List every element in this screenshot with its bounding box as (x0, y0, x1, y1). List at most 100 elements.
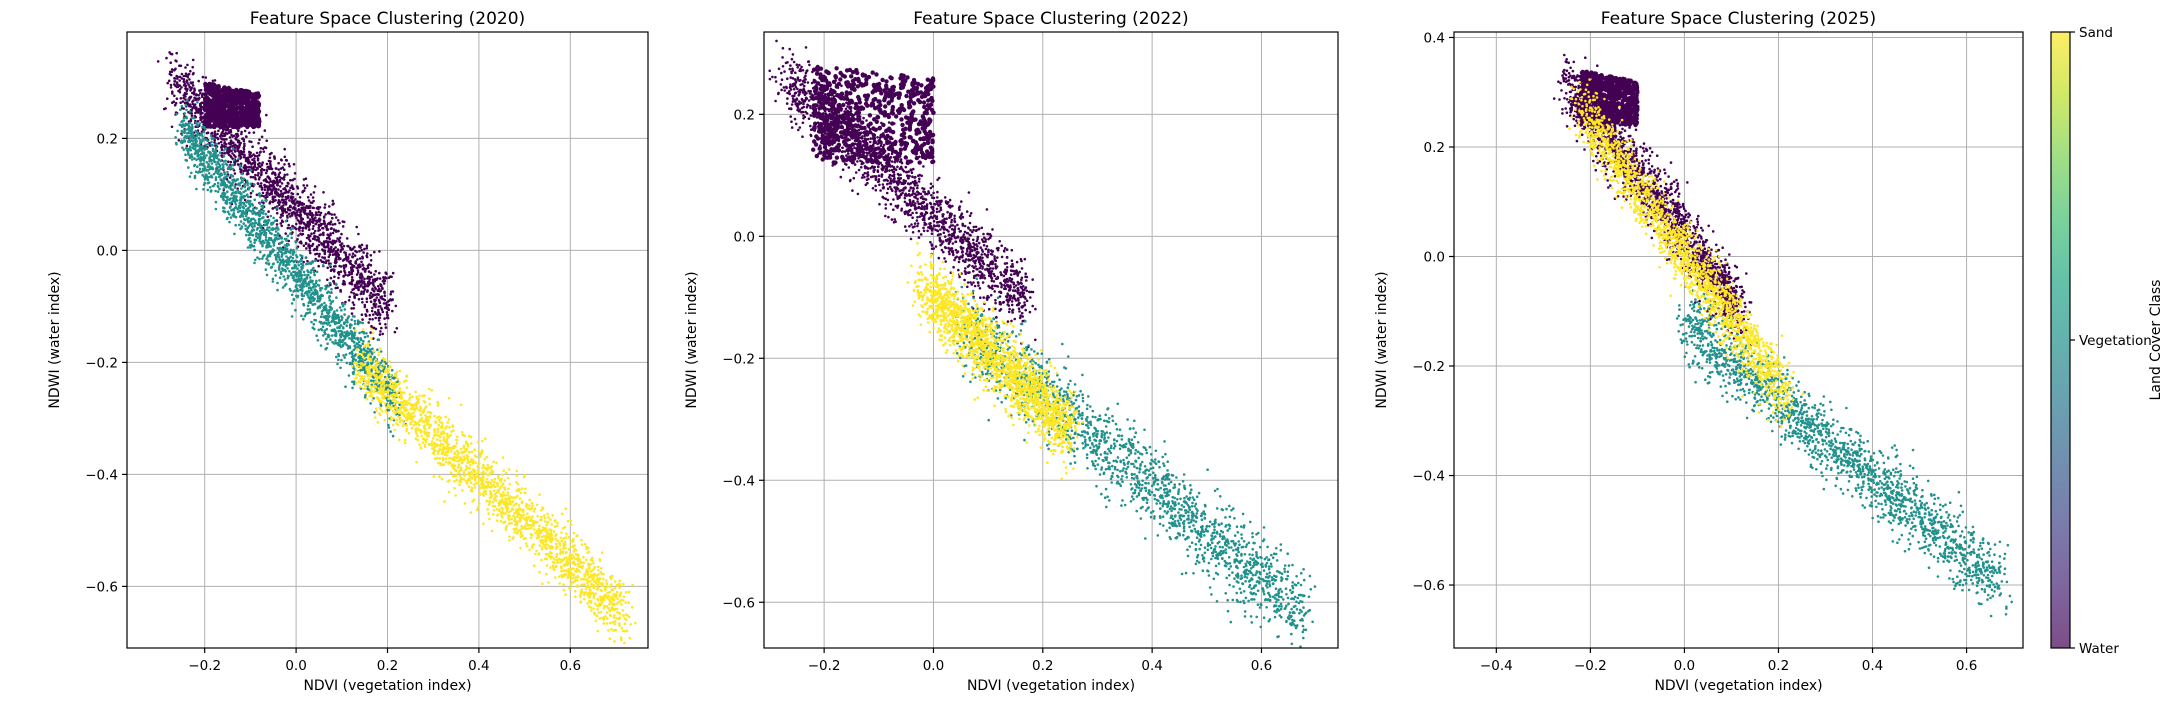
point (260, 168, 263, 172)
point (210, 137, 214, 140)
point (361, 257, 365, 260)
point (262, 195, 266, 198)
point (370, 389, 374, 393)
point (261, 147, 265, 150)
point (337, 253, 341, 257)
point (169, 83, 173, 87)
point (250, 116, 255, 121)
point (190, 171, 193, 175)
point (196, 111, 200, 114)
point (385, 406, 389, 409)
point (329, 263, 332, 267)
point (227, 160, 230, 163)
point (226, 170, 229, 174)
point (182, 116, 186, 120)
point (373, 364, 377, 368)
point (573, 589, 577, 593)
point (333, 322, 337, 326)
point (299, 240, 303, 243)
point (344, 255, 348, 259)
point (231, 145, 234, 148)
point (287, 258, 291, 262)
point (613, 587, 617, 590)
point (297, 270, 301, 273)
point (520, 524, 523, 528)
point (234, 155, 237, 159)
point (194, 144, 198, 148)
point (216, 184, 220, 188)
point (608, 637, 611, 640)
point (184, 103, 188, 107)
point (371, 318, 374, 321)
point (304, 241, 308, 245)
point (326, 333, 330, 337)
point (265, 244, 268, 248)
point (182, 148, 186, 151)
point (311, 268, 314, 272)
point (492, 508, 496, 512)
point (289, 255, 293, 259)
point (310, 288, 313, 292)
point (619, 636, 623, 639)
point (352, 287, 356, 291)
point (231, 178, 234, 182)
point (261, 199, 264, 202)
point (316, 306, 320, 310)
point (545, 572, 548, 576)
point (305, 247, 308, 250)
point (556, 561, 559, 565)
point (276, 281, 279, 285)
point (341, 220, 345, 223)
point (345, 331, 348, 334)
point (387, 276, 391, 280)
point (174, 101, 178, 105)
point (308, 249, 312, 252)
point (350, 323, 353, 327)
point (320, 287, 324, 290)
point (349, 247, 352, 250)
point (247, 168, 251, 172)
point (539, 539, 542, 542)
point (189, 69, 192, 73)
point (351, 301, 355, 304)
point (270, 188, 274, 191)
point (307, 205, 310, 208)
point (288, 164, 291, 168)
point (311, 227, 315, 231)
point (379, 330, 382, 333)
point (270, 151, 273, 155)
point (329, 233, 332, 237)
point (306, 216, 310, 219)
point (224, 162, 228, 165)
point (609, 628, 613, 631)
point (582, 597, 586, 601)
point (178, 64, 181, 67)
point (239, 201, 243, 205)
point (449, 471, 453, 474)
point (228, 136, 232, 139)
point (278, 268, 281, 271)
point (300, 314, 303, 318)
point (267, 229, 271, 233)
point (186, 81, 189, 84)
point (272, 221, 275, 224)
point (495, 461, 498, 465)
point (330, 287, 333, 291)
point (508, 535, 511, 538)
point (343, 269, 346, 273)
point (381, 310, 385, 314)
point (223, 173, 227, 176)
point (534, 531, 537, 535)
point (230, 193, 233, 197)
point (248, 200, 252, 203)
point (206, 188, 210, 192)
point (315, 252, 319, 256)
point (190, 116, 194, 120)
point (379, 404, 383, 408)
point (318, 213, 322, 217)
point (329, 291, 333, 295)
point (261, 239, 265, 243)
point (348, 295, 352, 299)
point (249, 175, 253, 179)
point (239, 214, 242, 218)
